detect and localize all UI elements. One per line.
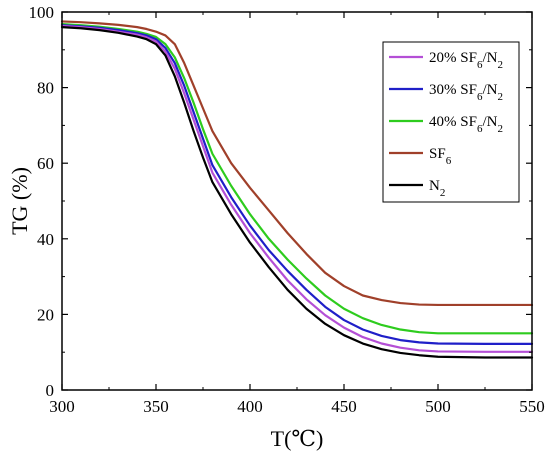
legend-label-part: /N <box>482 114 497 130</box>
tick-layer: 300 350 400 450 500 550 0 20 40 60 80 100 <box>29 3 545 416</box>
y-tick-label: 0 <box>46 381 55 400</box>
x-axis-title: T(℃) <box>271 426 324 451</box>
legend-label-part: 2 <box>440 187 446 199</box>
legend-label-0: 20% SF6/N2 <box>429 50 503 71</box>
legend-label-part: SF <box>429 146 446 162</box>
legend-label-part: 6 <box>446 155 452 167</box>
series-line-2 <box>60 23 534 335</box>
x-tick-label: 450 <box>331 397 357 416</box>
legend-label-part: 40% SF <box>429 114 477 130</box>
legend-label-4: N2 <box>429 178 445 199</box>
series-line-1 <box>60 24 534 345</box>
x-tick-label: 300 <box>49 397 75 416</box>
legend-label-part: 2 <box>497 59 503 71</box>
legend-label-part: 20% SF <box>429 50 477 66</box>
legend-label-1: 30% SF6/N2 <box>429 82 503 103</box>
x-tick-label: 400 <box>237 397 263 416</box>
series-layer <box>60 20 534 359</box>
legend-label-part: 2 <box>497 91 503 103</box>
series-line-4 <box>60 26 534 359</box>
y-tick-label: 80 <box>37 79 54 98</box>
x-tick-label: 350 <box>143 397 169 416</box>
legend-label-part: 2 <box>497 123 503 135</box>
legend-label-part: 6 <box>477 91 483 103</box>
legend-label-2: 40% SF6/N2 <box>429 114 503 135</box>
legend-label-part: 6 <box>477 59 483 71</box>
legend-label-3: SF6 <box>429 146 452 167</box>
x-tick-label: 500 <box>425 397 451 416</box>
y-tick-label: 100 <box>29 3 55 22</box>
legend-label-part: 6 <box>477 123 483 135</box>
y-tick-label: 20 <box>37 305 54 324</box>
legend-label-part: /N <box>482 82 497 98</box>
legend-label-part: /N <box>482 50 497 66</box>
legend-label-part: N <box>429 178 440 194</box>
y-tick-label: 60 <box>37 154 54 173</box>
series-line-0 <box>60 24 534 353</box>
x-tick-label: 550 <box>519 397 545 416</box>
series-line-3 <box>60 20 534 307</box>
y-axis-title: TG (%) <box>7 167 32 235</box>
y-tick-label: 40 <box>37 230 54 249</box>
legend-label-part: 30% SF <box>429 82 477 98</box>
